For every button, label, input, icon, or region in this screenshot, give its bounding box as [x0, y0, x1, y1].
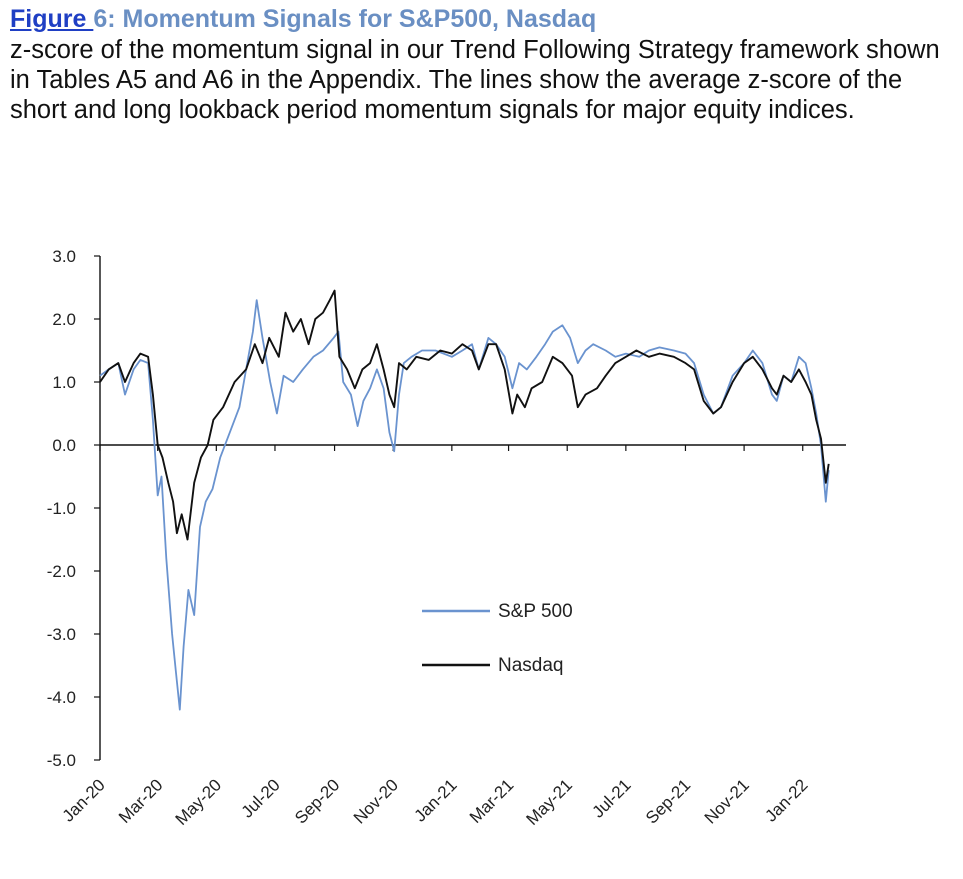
- x-tick-label: Mar-20: [115, 775, 167, 827]
- figure-title-text: 6: Momentum Signals for S&P500, Nasdaq: [93, 5, 597, 33]
- nasdaq-series-line: [99, 289, 830, 541]
- x-tick-label: Jul-20: [238, 775, 284, 821]
- y-tick-label: -3.0: [47, 625, 76, 644]
- figure-link[interactable]: Figure: [10, 5, 94, 33]
- x-tick-label: Jan-22: [761, 775, 811, 825]
- x-tick-label: Jan-21: [410, 775, 460, 825]
- y-axis: 3.0 2.0 1.0 0.0 -1.0 -2.0 -3.0 -4.0 -5.0: [47, 247, 101, 770]
- x-tick-label: Jan-20: [59, 775, 109, 825]
- y-tick-label: 1.0: [52, 373, 76, 392]
- legend: S&P 500 Nasdaq: [422, 601, 573, 676]
- legend-label: S&P 500: [498, 601, 573, 622]
- x-axis: Jan-20 Mar-20 May-20 Jul-20 Sep-20 Nov-20 Jan-…: [59, 444, 846, 829]
- y-tick-label: -1.0: [47, 499, 76, 518]
- x-tick-label: Nov-21: [701, 775, 753, 827]
- y-tick-label: -4.0: [47, 688, 76, 707]
- legend-label: Nasdaq: [498, 655, 564, 676]
- x-tick-label: Sep-20: [291, 775, 343, 827]
- x-tick-label: May-20: [172, 775, 226, 829]
- series-layer: [99, 289, 830, 711]
- x-tick-label: Sep-21: [642, 775, 694, 827]
- figure-header: Figure 6: Momentum Signals for S&P500, N…: [10, 4, 955, 125]
- y-tick-label: 3.0: [52, 247, 76, 266]
- y-tick-label: 2.0: [52, 310, 76, 329]
- sp500-series-line: [99, 299, 830, 711]
- figure-title: Figure 6: Momentum Signals for S&P500, N…: [10, 4, 955, 35]
- y-tick-label: 0.0: [52, 436, 76, 455]
- y-tick-label: -2.0: [47, 562, 76, 581]
- x-tick-label: Nov-20: [350, 775, 402, 827]
- x-tick-label: May-21: [523, 775, 577, 829]
- x-tick-label: Jul-21: [588, 775, 634, 821]
- figure-caption: z-score of the momentum signal in our Tr…: [10, 36, 940, 124]
- x-tick-label: Mar-21: [466, 775, 518, 827]
- y-tick-label: -5.0: [47, 751, 76, 770]
